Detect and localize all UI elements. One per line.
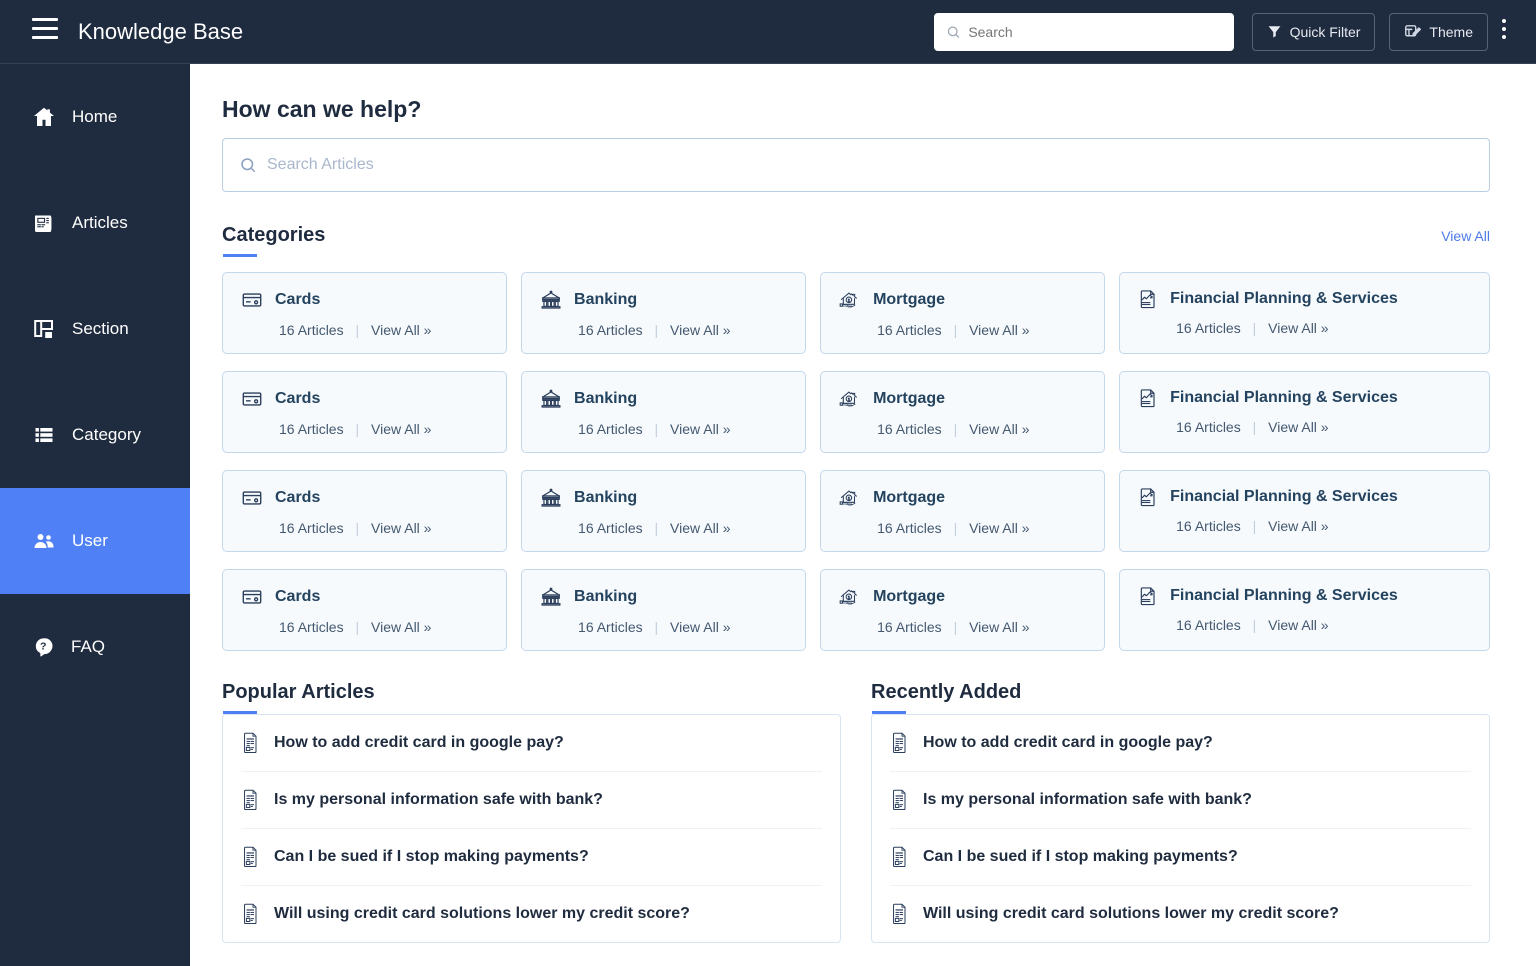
svg-text:?: ? <box>40 640 46 652</box>
